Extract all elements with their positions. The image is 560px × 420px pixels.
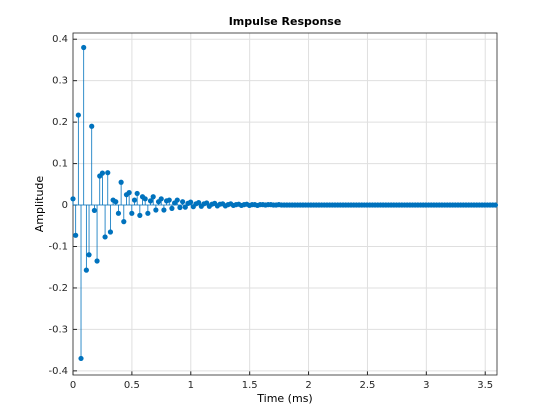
stem-marker <box>115 210 122 216</box>
x-tick-label: 1.5 <box>242 380 258 391</box>
y-tick-label: -0.1 <box>48 241 68 252</box>
y-tick-label: -0.3 <box>48 324 68 335</box>
stem-marker <box>188 199 194 205</box>
stem-marker <box>153 207 159 213</box>
y-tick-label: -0.2 <box>48 283 68 294</box>
stem-marker <box>129 210 135 216</box>
stem-marker <box>169 205 175 211</box>
stem-marker <box>126 190 132 196</box>
stem-marker <box>196 199 202 206</box>
x-tick-label: 2.5 <box>359 380 375 391</box>
stem-marker <box>105 170 111 176</box>
x-tick-label: 3.5 <box>477 380 493 391</box>
y-tick-label: 0.4 <box>52 34 68 45</box>
x-tick-label: 1 <box>188 380 194 391</box>
stem-marker <box>142 196 148 202</box>
stem-marker <box>81 44 87 51</box>
stem-marker <box>180 199 186 205</box>
stem-marker <box>86 252 92 258</box>
y-axis-label: Amplitude <box>33 176 46 233</box>
stem-marker <box>89 123 95 129</box>
stem-marker <box>177 204 183 211</box>
stem-marker <box>107 229 114 235</box>
x-tick-label: 0 <box>70 380 76 391</box>
stem-marker <box>70 196 76 202</box>
stem-marker <box>134 190 140 197</box>
stem-marker <box>145 210 151 216</box>
stem-marker <box>102 234 108 240</box>
x-tick-label: 2 <box>305 380 311 391</box>
stem-marker <box>161 207 167 213</box>
stem-marker <box>113 199 119 205</box>
stem-marker <box>73 232 79 238</box>
y-tick-label: -0.4 <box>48 366 68 377</box>
stem-marker <box>150 194 156 200</box>
y-tick-label: 0.1 <box>52 159 68 170</box>
stem-marker <box>118 179 124 185</box>
y-tick-label: 0.2 <box>52 117 68 128</box>
stem-marker <box>158 196 164 202</box>
x-axis-label: Time (ms) <box>256 392 312 405</box>
stem-marker <box>492 202 499 208</box>
x-tick-label: 0.5 <box>124 380 140 391</box>
stem-marker <box>91 207 97 214</box>
stem-marker <box>83 267 89 273</box>
stem-marker <box>75 112 81 118</box>
y-tick-label: 0.3 <box>52 76 68 87</box>
stem-marker <box>174 197 180 203</box>
stem-marker <box>137 212 143 218</box>
stem-marker <box>94 258 100 264</box>
stem-marker <box>131 197 138 203</box>
stem-marker <box>166 197 172 203</box>
chart-title: Impulse Response <box>229 15 342 28</box>
stem-marker <box>147 198 154 204</box>
x-tick-label: 3 <box>423 380 429 391</box>
stem-marker <box>78 355 84 362</box>
y-tick-label: 0 <box>62 200 68 211</box>
stem-marker <box>182 204 188 210</box>
stem-marker <box>121 219 127 225</box>
stem-marker <box>99 170 106 176</box>
